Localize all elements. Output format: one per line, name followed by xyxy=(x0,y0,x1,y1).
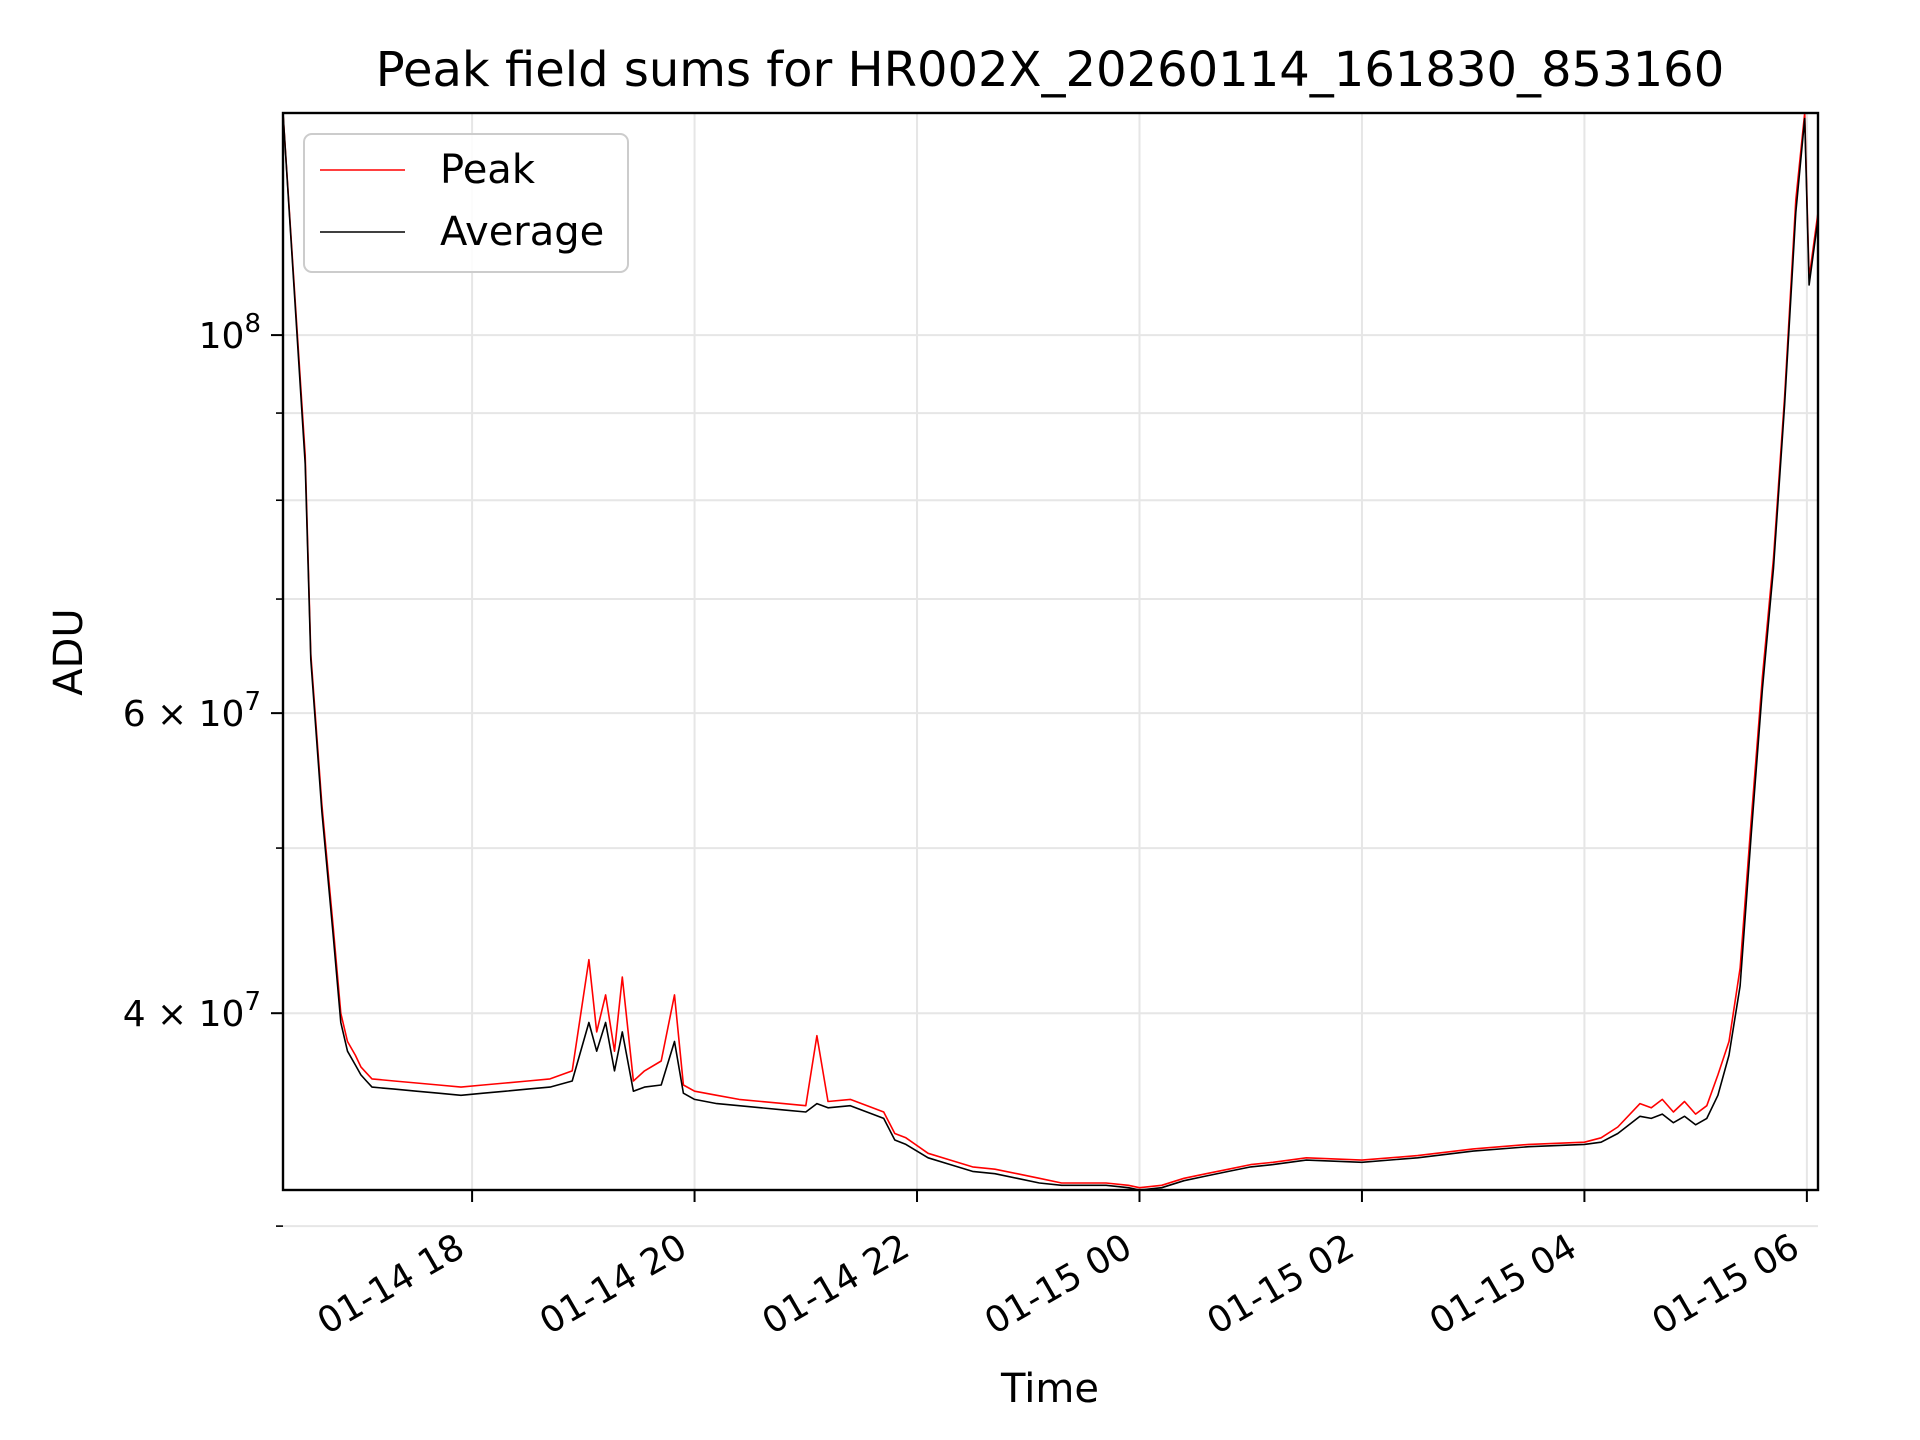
y-tick-label: 108 xyxy=(199,309,261,357)
y-tick-label: 6 × 107 xyxy=(123,687,261,735)
series-line-peak xyxy=(283,113,1818,1189)
series-lines xyxy=(283,113,1818,1190)
legend: Peak Average xyxy=(303,133,629,273)
plot-area-frame xyxy=(281,111,1820,1192)
y-axis-title: ADU xyxy=(46,608,92,695)
legend-label-average: Average xyxy=(440,209,604,255)
grid xyxy=(283,113,1818,1228)
chart-title: Peak field sums for HR002X_20260114_1618… xyxy=(376,42,1725,98)
series-line-average xyxy=(283,113,1818,1190)
y-axis: 108 6 × 107 4 × 107 xyxy=(123,309,283,1227)
x-axis-title: Time xyxy=(1000,1366,1099,1412)
y-tick-label: 4 × 107 xyxy=(123,987,261,1035)
legend-label-peak: Peak xyxy=(440,147,536,193)
legend-box xyxy=(303,133,629,273)
